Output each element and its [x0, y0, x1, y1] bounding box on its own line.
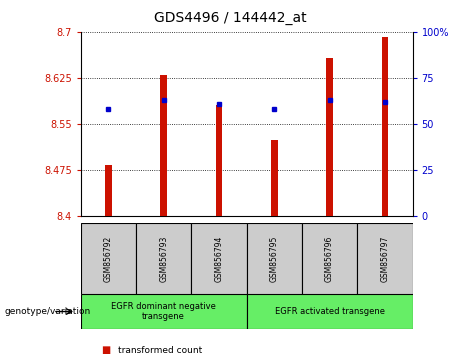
- Text: GSM856796: GSM856796: [325, 235, 334, 282]
- FancyBboxPatch shape: [302, 223, 357, 294]
- Text: GSM856794: GSM856794: [214, 235, 224, 282]
- FancyBboxPatch shape: [191, 223, 247, 294]
- FancyBboxPatch shape: [247, 223, 302, 294]
- FancyBboxPatch shape: [81, 294, 247, 329]
- FancyBboxPatch shape: [357, 223, 413, 294]
- Bar: [105, 165, 112, 216]
- Text: EGFR activated transgene: EGFR activated transgene: [275, 307, 384, 316]
- FancyBboxPatch shape: [247, 294, 413, 329]
- Text: GSM856792: GSM856792: [104, 235, 113, 281]
- Text: GSM856793: GSM856793: [159, 235, 168, 282]
- Text: ■: ■: [101, 346, 111, 354]
- FancyBboxPatch shape: [81, 223, 136, 294]
- Bar: [271, 140, 278, 216]
- Text: GDS4496 / 144442_at: GDS4496 / 144442_at: [154, 11, 307, 25]
- Text: EGFR dominant negative
transgene: EGFR dominant negative transgene: [111, 302, 216, 321]
- Bar: [326, 58, 333, 216]
- Text: genotype/variation: genotype/variation: [5, 307, 91, 316]
- Text: GSM856795: GSM856795: [270, 235, 279, 282]
- FancyBboxPatch shape: [136, 223, 191, 294]
- Text: GSM856797: GSM856797: [380, 235, 390, 282]
- Text: transformed count: transformed count: [118, 346, 202, 354]
- Bar: [382, 37, 388, 216]
- Bar: [216, 105, 222, 216]
- Bar: [160, 75, 167, 216]
